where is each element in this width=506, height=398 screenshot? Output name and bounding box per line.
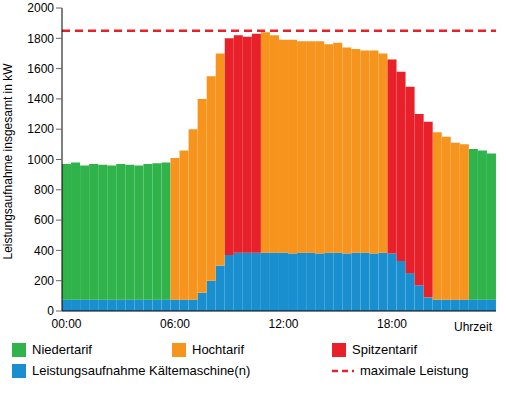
svg-text:800: 800 <box>34 183 54 197</box>
svg-text:Leistungsaufnahme insgesamt in: Leistungsaufnahme insgesamt in kW <box>8 63 15 260</box>
html-text:Niedertarif: Niedertarif <box>32 342 92 357</box>
svg-text:18:00: 18:00 <box>377 317 407 331</box>
html-text:Hochtarif: Hochtarif <box>192 342 244 357</box>
svg-text:200: 200 <box>34 274 54 288</box>
html-text:maximale Leistung: maximale Leistung <box>360 363 469 378</box>
svg-text:1200: 1200 <box>27 122 54 136</box>
svg-text:06:00: 06:00 <box>160 317 190 331</box>
svg-text:00:00: 00:00 <box>52 317 82 331</box>
svg-text:1800: 1800 <box>27 32 54 46</box>
svg-text:2000: 2000 <box>27 1 54 15</box>
svg-text:1400: 1400 <box>27 92 54 106</box>
svg-text:1600: 1600 <box>27 62 54 76</box>
svg-text:400: 400 <box>34 244 54 258</box>
svg-text:1000: 1000 <box>27 153 54 167</box>
svg-text:Uhrzeit: Uhrzeit <box>454 320 493 334</box>
svg-text:12:00: 12:00 <box>269 317 299 331</box>
svg-text:600: 600 <box>34 213 54 227</box>
svg-text:0: 0 <box>47 304 54 318</box>
html-text:Leistungsaufnahme Kältemaschin: Leistungsaufnahme Kältemaschine(n) <box>32 363 251 378</box>
html-text:Spitzentarif: Spitzentarif <box>352 342 417 357</box>
